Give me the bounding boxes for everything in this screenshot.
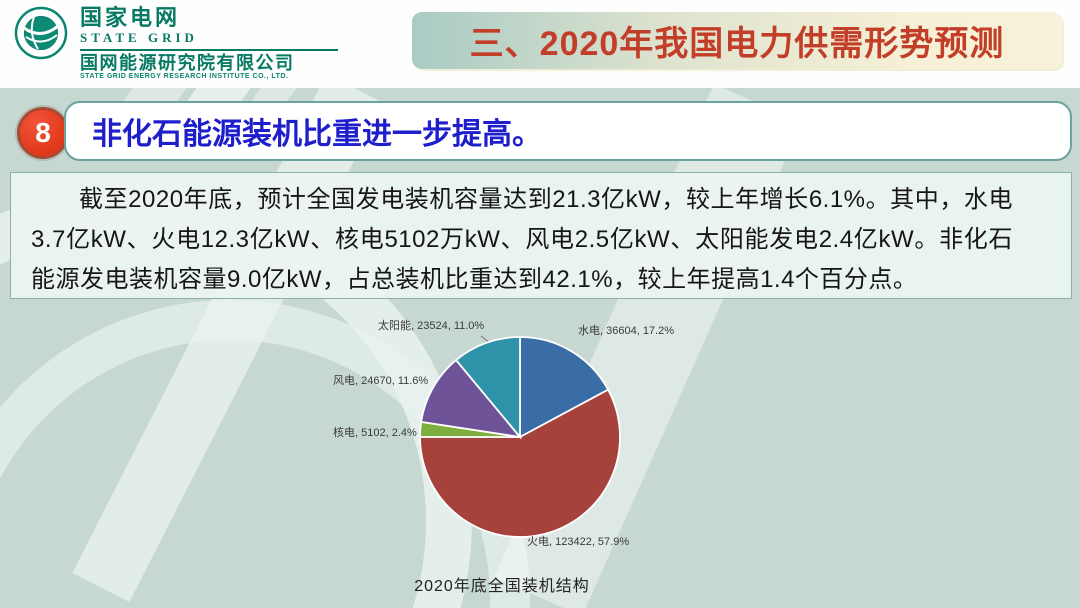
section-title-banner: 三、2020年我国电力供需形势预测 [412,12,1062,69]
pie-label-solar: 太阳能, 23524, 11.0% [378,320,485,332]
brand-name-cn: 国家电网 [80,5,181,30]
institute-name-en: STATE GRID ENERGY RESEARCH INSTITUTE CO.… [80,73,289,80]
brand-name-en: STATE GRID [80,30,198,45]
section-heading-box: 非化石能源装机比重进一步提高。 [64,101,1072,161]
section-number-badge: 8 [17,107,69,159]
pie-slice-水电 [519,336,610,439]
institute-name-cn: 国网能源研究院有限公司 [80,53,295,73]
slide-title: 三、2020年我国电力供需形势预测 [469,25,1005,63]
pie-slice-风电 [420,358,523,439]
pie-label-hydro: 水电, 36604, 17.2% [578,325,675,337]
state-grid-logo: 国家电网 STATE GRID 国网能源研究院有限公司 STATE GRID E… [14,6,338,80]
installed-capacity-pie-chart [418,335,621,538]
pie-slice-火电 [419,388,621,538]
pie-slice-太阳能 [454,336,521,440]
body-paragraph: 截至2020年底，预计全国发电装机容量达到21.3亿kW，较上年增长6.1%。其… [31,186,1013,293]
slide-header: 国家电网 STATE GRID 国网能源研究院有限公司 STATE GRID E… [0,0,1080,88]
state-grid-globe-icon [14,6,68,60]
logo-divider [80,49,338,51]
pie-label-thermal: 火电, 123422, 57.9% [527,536,630,548]
pie-label-wind: 风电, 24670, 11.6% [333,375,429,387]
body-text-panel: 截至2020年底，预计全国发电装机容量达到21.3亿kW，较上年增长6.1%。其… [10,172,1072,299]
pie-label-nuclear: 核电, 5102, 2.4% [333,427,417,439]
chart-caption: 2020年底全国装机结构 [414,578,590,595]
section-heading: 非化石能源装机比重进一步提高。 [92,118,542,151]
